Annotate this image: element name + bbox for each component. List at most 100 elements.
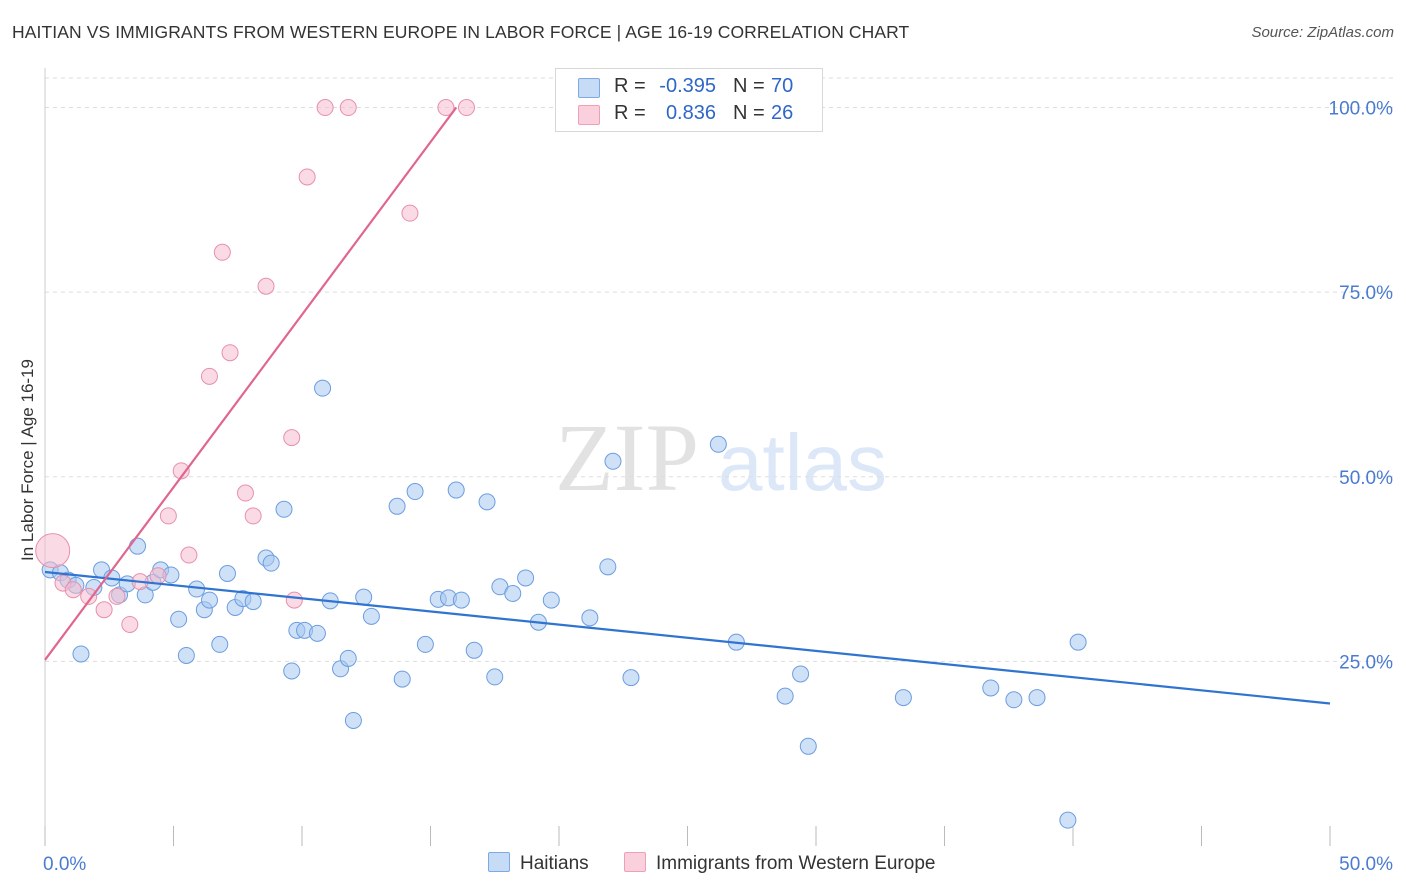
western-europe-point xyxy=(80,587,98,605)
western-europe-trend-line xyxy=(44,106,458,661)
series-name-western-europe: Immigrants from Western Europe xyxy=(656,853,936,874)
legend-swatch-western-europe xyxy=(578,105,600,125)
western-europe-point xyxy=(172,462,190,480)
haitian-point xyxy=(894,689,912,707)
legend-row-western-europe: R = 0.836 N = 26 xyxy=(556,100,822,128)
tick-labels: 25.0% 50.0% 75.0% 100.0% 0.0% 50.0% xyxy=(43,99,1393,875)
haitian-point xyxy=(129,537,147,555)
haitian-point xyxy=(465,641,483,659)
haitian-point xyxy=(314,379,332,397)
haitian-point xyxy=(262,554,280,572)
haitian-point xyxy=(599,558,617,576)
series-legend-haitians: Haitians xyxy=(488,852,589,875)
haitian-point xyxy=(542,591,560,609)
series-swatch-western-europe xyxy=(624,852,646,872)
western-europe-point xyxy=(298,168,316,186)
haitian-point xyxy=(709,435,727,453)
series-legend-western-europe: Immigrants from Western Europe xyxy=(624,852,935,875)
chart-source: Source: ZipAtlas.com xyxy=(1251,24,1394,41)
western-europe-point xyxy=(213,243,231,261)
haitian-point xyxy=(283,662,301,680)
legend-swatch-haitians xyxy=(578,78,600,98)
haitian-point xyxy=(416,635,434,653)
haitian-point xyxy=(244,593,262,611)
legend-r-value: 0.836 xyxy=(665,102,716,124)
haitian-point xyxy=(344,711,362,729)
haitian-point xyxy=(339,649,357,667)
haitian-point xyxy=(622,669,640,687)
western-europe-point xyxy=(339,99,357,117)
haitian-point xyxy=(504,584,522,602)
haitian-point xyxy=(362,607,380,625)
x-tick-label: 50.0% xyxy=(1339,854,1393,875)
western-europe-point xyxy=(180,546,198,564)
western-europe-point xyxy=(236,484,254,502)
watermark-atlas: atlas xyxy=(718,418,887,507)
haitian-point xyxy=(982,679,1000,697)
western-europe-point xyxy=(35,533,71,569)
haitian-point xyxy=(406,483,424,501)
trend-lines xyxy=(44,106,1331,705)
western-europe-point xyxy=(149,567,167,585)
western-europe-point xyxy=(285,591,303,609)
legend-r-label: R = xyxy=(614,75,646,97)
haitian-point xyxy=(486,668,504,686)
western-europe-point xyxy=(401,204,419,222)
grid-lines xyxy=(45,77,1393,662)
legend-row-haitians: R = -0.395 N = 70 xyxy=(556,73,822,101)
correlation-legend: R = -0.395 N = 70 R = 0.836 N = 26 xyxy=(555,68,823,132)
legend-n-value: 70 xyxy=(771,75,794,97)
haitian-point xyxy=(275,500,293,518)
western-europe-point xyxy=(200,367,218,385)
series-name-haitians: Haitians xyxy=(520,853,589,874)
haitian-point xyxy=(1028,689,1046,707)
y-tick-label: 50.0% xyxy=(1339,468,1393,489)
western-europe-point xyxy=(457,99,475,117)
haitian-point xyxy=(211,635,229,653)
y-tick-label: 100.0% xyxy=(1329,99,1394,120)
haitian-point xyxy=(452,591,470,609)
western-europe-point xyxy=(244,507,262,525)
western-europe-point xyxy=(221,344,239,362)
haitian-point xyxy=(388,497,406,515)
watermark: ZIP atlas xyxy=(555,404,887,511)
western-europe-point xyxy=(257,277,275,295)
haitian-point xyxy=(447,481,465,499)
haitian-point xyxy=(355,588,373,606)
western-europe-point xyxy=(437,99,455,117)
axes xyxy=(44,68,1331,846)
legend-n-value: 26 xyxy=(771,102,794,124)
haitian-point xyxy=(308,624,326,642)
western-europe-point xyxy=(95,601,113,619)
haitian-point xyxy=(792,665,810,683)
haitian-point xyxy=(218,565,236,583)
western-europe-point xyxy=(283,429,301,447)
y-tick-label: 75.0% xyxy=(1339,283,1393,304)
haitian-point xyxy=(776,687,794,705)
western-europe-point xyxy=(121,615,139,633)
haitian-point xyxy=(604,452,622,470)
haitian-point xyxy=(581,609,599,627)
haitian-point xyxy=(1005,691,1023,709)
watermark-zip: ZIP xyxy=(555,404,699,511)
haitian-trend-line xyxy=(44,570,1331,705)
haitian-point xyxy=(517,569,535,587)
western-europe-point xyxy=(64,581,82,599)
legend-r-label: R = xyxy=(614,102,646,124)
legend-r-value: -0.395 xyxy=(659,75,716,97)
y-tick-label: 25.0% xyxy=(1339,652,1393,673)
western-europe-point xyxy=(316,99,334,117)
haitian-point xyxy=(1069,633,1087,651)
haitian-point xyxy=(393,670,411,688)
haitian-point xyxy=(177,646,195,664)
haitian-point xyxy=(478,493,496,511)
x-tick-label: 0.0% xyxy=(43,854,86,875)
haitian-point xyxy=(1059,811,1077,829)
series-swatch-haitians xyxy=(488,852,510,872)
western-europe-point xyxy=(159,507,177,525)
haitian-point xyxy=(72,645,90,663)
legend-n-label: N = xyxy=(733,75,765,97)
haitian-point xyxy=(200,591,218,609)
haitian-point xyxy=(170,610,188,628)
